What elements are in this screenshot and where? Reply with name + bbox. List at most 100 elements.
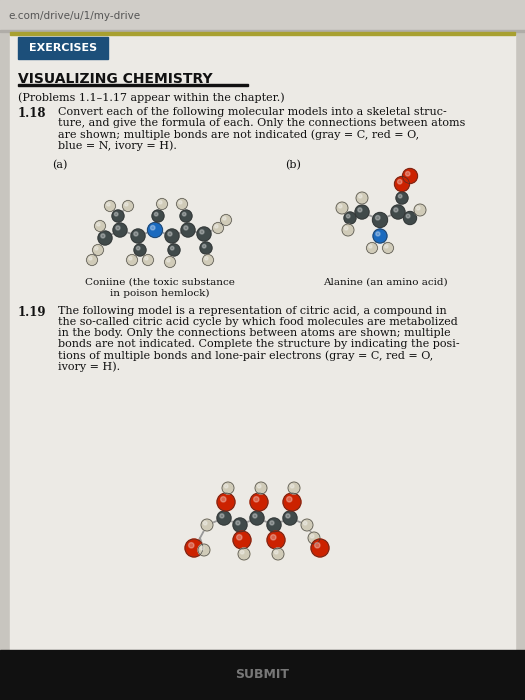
Circle shape	[405, 172, 410, 176]
Circle shape	[344, 226, 348, 230]
Circle shape	[238, 548, 250, 560]
Circle shape	[220, 496, 226, 502]
Circle shape	[198, 544, 210, 556]
Text: bonds are not indicated. Complete the structure by indicating the posi-: bonds are not indicated. Complete the st…	[58, 339, 459, 349]
Circle shape	[136, 246, 140, 250]
Bar	[10, 32, 515, 35]
Text: (a): (a)	[52, 160, 67, 170]
Circle shape	[233, 531, 251, 549]
Circle shape	[344, 212, 356, 224]
Circle shape	[339, 204, 342, 208]
Text: EXERCISES: EXERCISES	[29, 43, 97, 53]
Text: SUBMIT: SUBMIT	[235, 668, 289, 682]
Circle shape	[250, 493, 268, 511]
Circle shape	[165, 229, 179, 243]
Circle shape	[255, 482, 267, 494]
Circle shape	[217, 511, 231, 525]
Circle shape	[416, 206, 420, 210]
Circle shape	[145, 257, 148, 260]
Text: in the body. Only the connections between atoms are shown; multiple: in the body. Only the connections betwee…	[58, 328, 450, 338]
Circle shape	[94, 246, 98, 250]
Text: VISUALIZING CHEMISTRY: VISUALIZING CHEMISTRY	[18, 72, 213, 86]
Circle shape	[200, 230, 204, 234]
Circle shape	[159, 201, 162, 204]
Bar	[10, 32, 515, 650]
Circle shape	[376, 232, 380, 236]
Circle shape	[89, 257, 92, 260]
Circle shape	[233, 518, 247, 532]
Circle shape	[168, 244, 180, 256]
Circle shape	[287, 496, 292, 502]
Circle shape	[213, 223, 224, 234]
Circle shape	[134, 244, 146, 256]
Circle shape	[336, 202, 348, 214]
Circle shape	[97, 223, 100, 226]
Text: the so-called citric acid cycle by which food molecules are metabolized: the so-called citric acid cycle by which…	[58, 317, 458, 327]
Circle shape	[188, 542, 194, 548]
Circle shape	[356, 192, 368, 204]
Circle shape	[254, 496, 259, 502]
Circle shape	[205, 257, 208, 260]
Circle shape	[355, 205, 369, 219]
Circle shape	[303, 522, 307, 525]
Bar	[18, 37, 108, 59]
Circle shape	[394, 176, 410, 192]
Circle shape	[112, 210, 124, 222]
Circle shape	[366, 242, 377, 253]
Circle shape	[101, 234, 105, 238]
Bar	[18, 84, 248, 85]
Circle shape	[107, 203, 110, 206]
Circle shape	[267, 531, 285, 549]
Circle shape	[171, 246, 174, 250]
Circle shape	[178, 201, 182, 204]
Bar	[0, 650, 525, 700]
Circle shape	[98, 231, 112, 245]
Circle shape	[203, 255, 214, 265]
Circle shape	[222, 482, 234, 494]
Text: in poison hemlock): in poison hemlock)	[110, 289, 210, 298]
Circle shape	[397, 179, 402, 184]
Circle shape	[148, 223, 163, 237]
Circle shape	[236, 521, 240, 525]
Circle shape	[220, 514, 224, 518]
Text: tions of multiple bonds and lone-pair electrons (gray = C, red = O,: tions of multiple bonds and lone-pair el…	[58, 350, 433, 360]
Circle shape	[217, 493, 235, 511]
Text: ture, and give the formula of each. Only the connections between atoms: ture, and give the formula of each. Only…	[58, 118, 465, 128]
Circle shape	[116, 226, 120, 230]
Text: 1.19: 1.19	[18, 306, 47, 319]
Circle shape	[156, 199, 167, 209]
Circle shape	[257, 484, 261, 488]
Circle shape	[201, 519, 213, 531]
Circle shape	[127, 255, 138, 265]
Circle shape	[182, 212, 186, 216]
Circle shape	[168, 232, 172, 236]
Circle shape	[176, 199, 187, 209]
Circle shape	[197, 227, 211, 241]
Circle shape	[122, 200, 133, 211]
Circle shape	[270, 535, 276, 540]
Text: Coniine (the toxic substance: Coniine (the toxic substance	[85, 278, 235, 287]
Circle shape	[359, 195, 362, 198]
Circle shape	[250, 511, 264, 525]
Circle shape	[215, 225, 218, 228]
Circle shape	[167, 259, 170, 262]
Circle shape	[151, 225, 155, 230]
Circle shape	[237, 535, 242, 540]
Circle shape	[134, 232, 138, 236]
Circle shape	[253, 514, 257, 518]
Text: (b): (b)	[285, 160, 301, 170]
Text: Convert each of the following molecular models into a skeletal struc-: Convert each of the following molecular …	[58, 107, 447, 117]
Circle shape	[404, 211, 416, 225]
Circle shape	[301, 519, 313, 531]
Circle shape	[396, 192, 408, 204]
Circle shape	[152, 210, 164, 222]
Circle shape	[311, 539, 329, 557]
Circle shape	[114, 212, 118, 216]
Text: Alanine (an amino acid): Alanine (an amino acid)	[323, 278, 447, 287]
Circle shape	[391, 205, 405, 219]
Circle shape	[185, 539, 203, 557]
Circle shape	[369, 245, 372, 248]
Circle shape	[203, 244, 206, 248]
Text: are shown; multiple bonds are not indicated (gray = C, red = O,: are shown; multiple bonds are not indica…	[58, 129, 419, 139]
Circle shape	[129, 257, 132, 260]
